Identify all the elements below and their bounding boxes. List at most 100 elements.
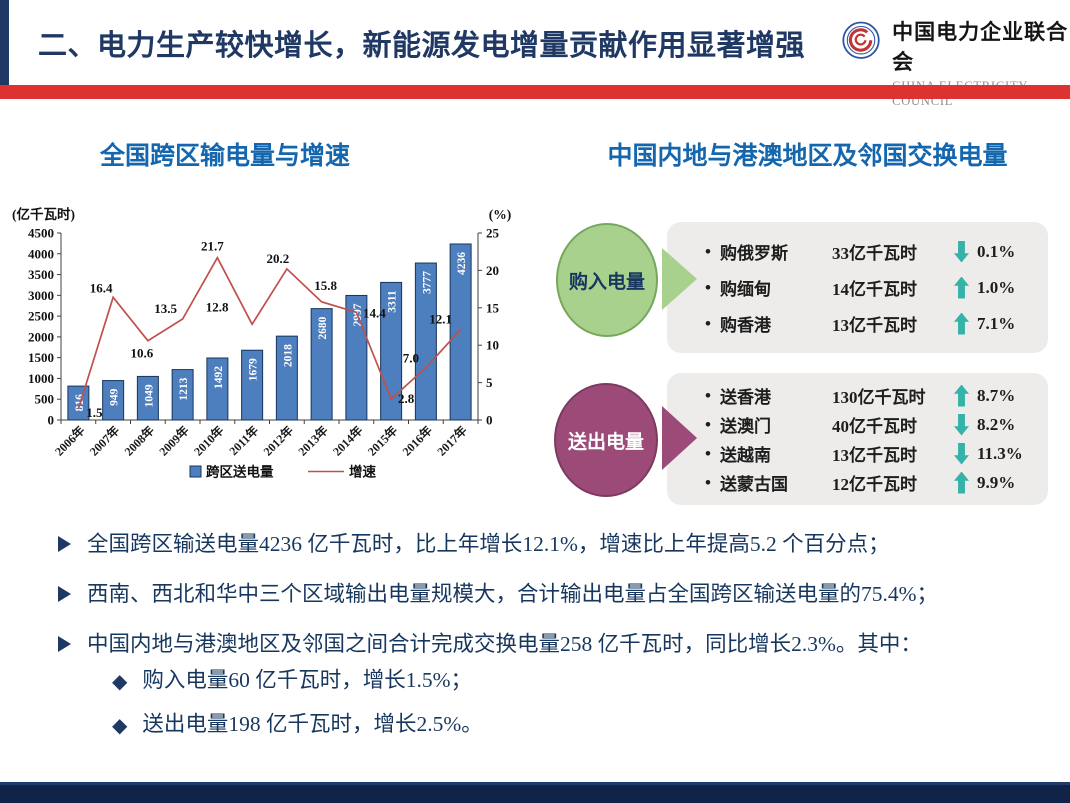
svg-text:3000: 3000 — [28, 288, 54, 303]
svg-text:1500: 1500 — [28, 350, 54, 365]
svg-text:1000: 1000 — [28, 371, 54, 386]
trend-arrow-icon — [954, 442, 969, 465]
sub-bullet-item: ◆ 购入电量60 亿千瓦时，增长1.5%； — [112, 667, 1012, 694]
svg-text:16.4: 16.4 — [90, 280, 113, 295]
trend-arrow-icon — [954, 384, 969, 407]
exchange-row: • 购俄罗斯 33亿千瓦时 0.1% — [705, 239, 1040, 264]
left-chart-title: 全国跨区输电量与增速 — [99, 142, 350, 170]
sub-bullet-item: ◆ 送出电量198 亿千瓦时，增长2.5%。 — [112, 711, 1012, 738]
svg-text:25: 25 — [486, 226, 500, 241]
exchange-row-label: 购香港 — [720, 316, 771, 335]
svg-text:12.8: 12.8 — [206, 299, 229, 314]
logo-name-cn: 中国电力企业联合会 — [892, 21, 1069, 74]
exchange-row-label: 购缅甸 — [720, 280, 771, 299]
arrow-bullet-icon — [58, 635, 71, 652]
exchange-row-value: 33亿千瓦时 — [832, 244, 917, 263]
svg-text:3311: 3311 — [387, 290, 399, 313]
svg-text:20.2: 20.2 — [267, 251, 290, 266]
bullet-item: 西南、西北和华中三个区域输出电量规模大，合计输出电量占全国跨区输送电量的75.4… — [58, 581, 1048, 608]
export-box: • 送香港 130亿千瓦时 8.7% • 送澳门 40亿千瓦时 8.2% • 送… — [667, 373, 1048, 505]
purchase-circle-label: 购入电量 — [568, 271, 645, 293]
exchange-row: • 送香港 130亿千瓦时 8.7% — [705, 383, 1040, 408]
bullet-dot: • — [705, 385, 711, 405]
footer-bar — [0, 782, 1070, 803]
arrow-bullet-icon — [58, 536, 71, 552]
svg-text:2007年: 2007年 — [86, 423, 122, 459]
svg-text:3777: 3777 — [421, 271, 433, 294]
exchange-row-value: 130亿千瓦时 — [832, 388, 926, 407]
export-circle: 送出电量 — [554, 383, 658, 497]
bullet-item: 中国内地与港澳地区及邻国之间合计完成交换电量258 亿千瓦时，同比增长2.3%。… — [58, 631, 1048, 658]
trend-arrow-icon — [954, 240, 969, 263]
exchange-row: • 送蒙古国 12亿千瓦时 9.9% — [705, 470, 1040, 495]
svg-text:增速: 增速 — [349, 464, 376, 480]
exchange-row: • 购香港 13亿千瓦时 7.1% — [705, 311, 1040, 336]
trend-arrow-icon — [954, 276, 969, 299]
svg-text:4000: 4000 — [28, 246, 54, 261]
purchase-pointer-icon — [662, 248, 697, 310]
exchange-row-pct: 1.0% — [977, 277, 1016, 297]
exchange-row-pct: 8.2% — [977, 414, 1016, 434]
svg-text:500: 500 — [35, 392, 55, 407]
sub-bullet-text: 购入电量60 亿千瓦时，增长1.5%； — [142, 668, 473, 692]
exchange-row-value: 13亿千瓦时 — [832, 446, 917, 465]
bullet-dot: • — [705, 443, 711, 463]
svg-text:4236: 4236 — [456, 252, 468, 275]
svg-text:2013年: 2013年 — [295, 423, 331, 459]
bullet-dot: • — [705, 241, 711, 261]
purchase-circle: 购入电量 — [556, 223, 658, 337]
header-accent-strip — [0, 0, 9, 85]
exchange-row-value: 14亿千瓦时 — [832, 280, 917, 299]
exchange-row: • 送越南 13亿千瓦时 11.3% — [705, 441, 1040, 466]
transmission-bar-line-chart: 0 500 1000 1500 2000 2500 3000 3500 4000 4500 0 5 10… — [12, 206, 511, 480]
bullet-dot: • — [705, 414, 711, 434]
svg-text:0: 0 — [48, 413, 55, 428]
svg-text:2016年: 2016年 — [399, 423, 435, 459]
svg-text:跨区送电量: 跨区送电量 — [206, 464, 274, 480]
exchange-row-label: 送澳门 — [720, 417, 771, 436]
diamond-bullet-icon: ◆ — [112, 671, 128, 693]
exchange-row-value: 12亿千瓦时 — [832, 475, 917, 494]
svg-text:20: 20 — [486, 263, 499, 278]
sub-bullets: ◆ 购入电量60 亿千瓦时，增长1.5%； ◆ 送出电量198 亿千瓦时，增长2… — [112, 667, 1012, 755]
svg-text:1679: 1679 — [248, 358, 260, 381]
exchange-row-value: 40亿千瓦时 — [832, 417, 917, 436]
svg-text:10.6: 10.6 — [131, 346, 154, 361]
bullet-dot: • — [705, 277, 711, 297]
svg-text:2018: 2018 — [282, 344, 294, 367]
svg-text:0: 0 — [486, 413, 493, 428]
svg-text:2010年: 2010年 — [190, 423, 226, 459]
cec-emblem-icon — [842, 21, 880, 59]
svg-text:2006年: 2006年 — [51, 423, 87, 459]
svg-text:15.8: 15.8 — [314, 278, 337, 293]
exchange-row-label: 送香港 — [720, 388, 771, 407]
trend-arrow-icon — [954, 413, 969, 436]
svg-text:2680: 2680 — [317, 316, 329, 339]
svg-text:21.7: 21.7 — [201, 239, 224, 254]
svg-text:2.8: 2.8 — [398, 391, 415, 406]
svg-text:15: 15 — [486, 300, 500, 315]
bullet-item: 全国跨区输送电量4236 亿千瓦时，比上年增长12.1%，增速比上年提高5.2 … — [58, 531, 1048, 558]
svg-text:10: 10 — [486, 338, 499, 353]
svg-text:2011年: 2011年 — [226, 423, 262, 459]
svg-text:5: 5 — [486, 375, 493, 390]
exchange-row-pct: 9.9% — [977, 472, 1016, 492]
svg-text:2015年: 2015年 — [364, 423, 400, 459]
svg-text:4500: 4500 — [28, 226, 54, 241]
svg-text:2008年: 2008年 — [121, 423, 157, 459]
svg-text:2500: 2500 — [28, 309, 54, 324]
svg-text:2012年: 2012年 — [260, 423, 296, 459]
trend-arrow-icon — [954, 471, 969, 494]
exchange-row-label: 送蒙古国 — [720, 475, 788, 494]
svg-text:2000: 2000 — [28, 329, 54, 344]
exchange-row-pct: 7.1% — [977, 313, 1016, 333]
sub-bullet-text: 送出电量198 亿千瓦时，增长2.5%。 — [142, 712, 483, 736]
exchange-row: • 送澳门 40亿千瓦时 8.2% — [705, 412, 1040, 437]
svg-text:14.4: 14.4 — [363, 305, 386, 320]
right-diagram-title: 中国内地与港澳地区及邻国交换电量 — [607, 142, 1008, 170]
bullet-dot: • — [705, 313, 711, 333]
exchange-row-pct: 8.7% — [977, 385, 1016, 405]
divider-red-bar — [0, 85, 1070, 99]
svg-text:12.1: 12.1 — [429, 311, 452, 326]
